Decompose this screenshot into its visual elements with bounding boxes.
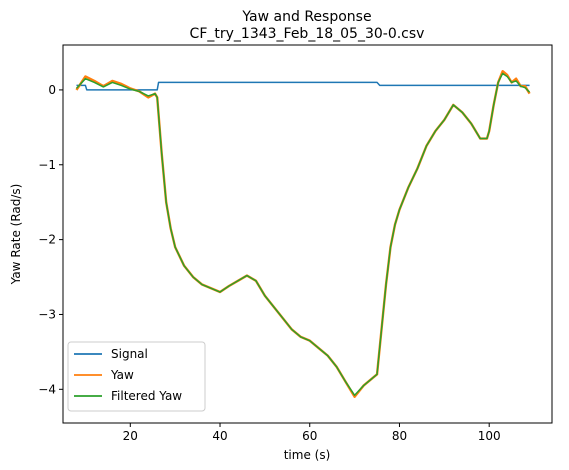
x-tick-label: 80 xyxy=(392,429,407,443)
y-tick-label: 0 xyxy=(48,83,56,97)
y-tick-label: −1 xyxy=(38,158,56,172)
x-tick-label: 100 xyxy=(478,429,501,443)
chart-subtitle: CF_try_1343_Feb_18_05_30-0.csv xyxy=(190,26,425,42)
plot-frame xyxy=(62,44,553,424)
legend-label-yaw: Yaw xyxy=(110,368,134,382)
y-tick-label: −3 xyxy=(38,307,56,321)
y-tick-label: −2 xyxy=(38,233,56,247)
plot-area: 20 40 60 80 100 0 −1 −2 −3 −4 xyxy=(38,44,553,443)
x-tick-label: 20 xyxy=(123,429,138,443)
chart-title: Yaw and Response xyxy=(241,9,371,25)
series-line-filtered-yaw xyxy=(75,72,531,397)
series-line-signal xyxy=(76,81,530,91)
y-tick-label: −4 xyxy=(38,382,56,396)
legend-label-filtered-yaw: Filtered Yaw xyxy=(111,389,182,403)
legend-box xyxy=(67,341,206,412)
y-axis-label: Yaw Rate (Rad/s) xyxy=(9,184,23,286)
x-axis-label: time (s) xyxy=(284,448,331,462)
x-tick-label: 40 xyxy=(212,429,227,443)
legend: Signal Yaw Filtered Yaw xyxy=(67,341,206,412)
x-tick-label: 60 xyxy=(302,429,317,443)
legend-label-signal: Signal xyxy=(111,347,148,361)
